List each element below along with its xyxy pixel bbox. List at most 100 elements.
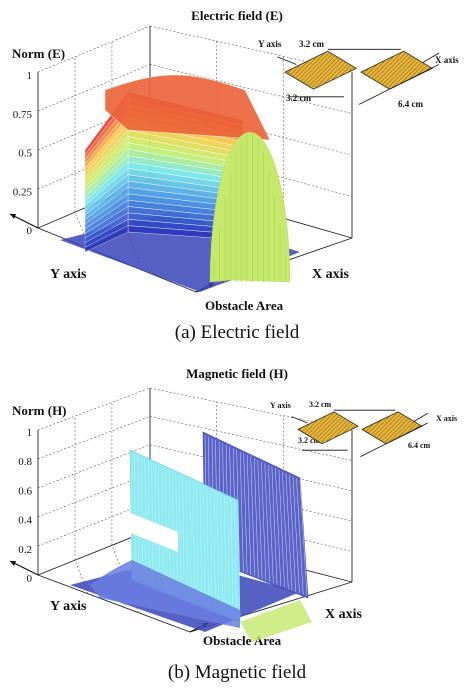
wall-line (213, 489, 216, 613)
chart-title: Electric field (E) (191, 8, 283, 23)
wall-line (246, 454, 252, 575)
inset-y-axis-label: Y axis (258, 39, 282, 49)
chart-title: Magnetic field (H) (186, 366, 288, 381)
grid-line (37, 25, 151, 73)
wall-line (243, 453, 248, 574)
wall-line (227, 496, 230, 618)
wall-line (299, 479, 308, 597)
wall-line (264, 463, 270, 582)
wall-line (189, 478, 192, 604)
wall-line (282, 471, 289, 589)
surface-band (84, 225, 129, 253)
inset-right-dimension: 6.4 cm (408, 441, 431, 450)
wall-line (239, 451, 244, 573)
coil-strip-hatch (361, 51, 433, 90)
y-axis-label: Y axis (50, 599, 87, 614)
coil-strip-hatch (285, 51, 357, 90)
grid-line (37, 574, 191, 633)
surface-top (104, 74, 271, 141)
grid-line (37, 64, 151, 112)
wall-line (186, 477, 188, 602)
z-tick-label: 1 (27, 70, 33, 82)
wall-line (285, 473, 293, 591)
z-tick-label: 0.2 (18, 544, 32, 556)
inset-diagram: Y axis X axis 3.2 cm 3.2 cm 6.4 cm (258, 39, 459, 109)
wall-line (296, 478, 304, 595)
grid-line (149, 64, 353, 114)
z-tick-label: 0.25 (13, 186, 33, 198)
y-axis-label: Y axis (50, 267, 87, 282)
z-tick-label: 0 (27, 225, 33, 237)
magnetic-field-panel: Magnetic field (H) Norm (H) Y axis X axi… (0, 360, 474, 691)
wall-line (203, 485, 206, 609)
electric-field-panel: Electric field (E) Norm (E) Y axis X axi… (0, 0, 474, 345)
inset-top-dimension: 3.2 cm (299, 39, 324, 49)
dimension-line (360, 422, 428, 457)
z-axis-label: Norm (E) (12, 46, 65, 61)
wall-line (271, 466, 278, 585)
inset-left-dimension: 3.2 cm (286, 93, 311, 103)
z-tick-labels: 1 0.75 0.5 0.25 0 (13, 70, 33, 237)
z-tick-label: 0 (27, 573, 33, 585)
grid-line (149, 444, 353, 492)
z-tick-labels: 1 0.8 0.6 0.4 0.2 0 (18, 427, 32, 585)
axis-line (291, 416, 308, 424)
inset-y-axis-label: Y axis (270, 401, 291, 410)
z-tick-label: 0.75 (13, 109, 33, 121)
wall-line (223, 494, 227, 617)
z-tick-label: 0.5 (18, 148, 32, 160)
z-tick-label: 1 (27, 427, 33, 439)
wall-line (230, 497, 234, 620)
electric-field-chart: Electric field (E) Norm (E) Y axis X axi… (9, 8, 459, 313)
wall-line (179, 474, 181, 599)
inset-right-dimension: 6.4 cm (398, 99, 423, 109)
wall-line (234, 499, 237, 621)
wall-line (254, 458, 259, 578)
axis-line (422, 52, 440, 63)
surface-gap (128, 512, 178, 552)
z-tick-label: 0.4 (18, 515, 32, 527)
x-axis-label: X axis (312, 267, 350, 282)
inset-diagram: Y axis X axis 3.2 cm 3.2 cm 6.4 cm (270, 400, 457, 457)
wall-line (257, 459, 263, 580)
grid-line (149, 472, 353, 522)
wall-line (192, 480, 195, 605)
dimension-line (358, 64, 440, 105)
wall-line (237, 500, 241, 623)
grid-line (149, 416, 353, 461)
surface-foot (90, 560, 240, 628)
wall-line (289, 474, 297, 592)
figure-caption: (a) Electric field (174, 322, 300, 343)
z-tick-label: 0.8 (18, 456, 32, 468)
coil-strip-hatch (362, 411, 422, 444)
wall-line (261, 461, 267, 581)
magnetic-field-chart: Magnetic field (H) Norm (H) Y axis X axi… (9, 366, 457, 648)
inset-left-dimension: 3.2 cm (298, 436, 321, 445)
surface-side (240, 600, 312, 642)
arrow-head (10, 214, 16, 219)
wall-line (278, 469, 285, 588)
inset-top-dimension: 3.2 cm (309, 400, 332, 409)
wall-line (199, 483, 202, 608)
inset-x-axis-label: X axis (435, 55, 459, 65)
grid-line (74, 212, 91, 250)
wall-line (220, 493, 223, 616)
wall-line (292, 476, 300, 594)
obstacle-area-label: Obstacle Area (205, 298, 284, 313)
wall-line (217, 491, 220, 614)
arrow-head (10, 561, 16, 566)
wall-line (182, 475, 185, 601)
inset-x-axis-label: X axis (436, 414, 457, 423)
surface-end-cap (209, 131, 291, 283)
wall-line (210, 488, 213, 612)
coil-strip-hatch (298, 411, 358, 444)
z-axis-label: Norm (H) (12, 403, 67, 418)
figure-caption: (b) Magnetic field (167, 662, 307, 683)
axis-line (413, 413, 428, 422)
z-tick-label: 0.6 (18, 485, 32, 497)
field-surface (70, 431, 312, 642)
axis-line (277, 56, 297, 65)
wall-line (268, 464, 274, 584)
wall-line (250, 456, 255, 577)
field-surface (60, 74, 300, 292)
